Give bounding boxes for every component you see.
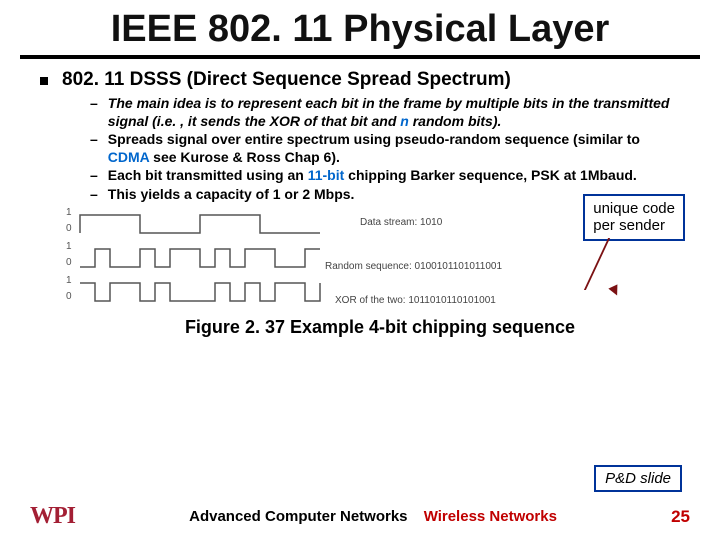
sub-text-2: Spreads signal over entire spectrum usin… <box>108 131 680 166</box>
wave-random-svg <box>70 243 350 273</box>
footer-course: Advanced Computer Networks <box>189 508 407 525</box>
wave-row-random: 1 0 Random sequence: 0100101101011001 <box>70 243 510 275</box>
diag-label-3: XOR of the two: 1011010110101001 <box>335 295 496 306</box>
sub2-a: Spreads signal over entire spectrum usin… <box>108 131 640 147</box>
diag-label-2: Random sequence: 0100101101011001 <box>325 261 502 272</box>
sub3-b: chipping Barker sequence, PSK at 1Mbaud. <box>344 167 637 183</box>
wave-xor-svg <box>70 277 350 307</box>
figure-caption: Figure 2. 37 Example 4-bit chipping sequ… <box>0 317 720 338</box>
dash-icon: – <box>90 167 98 185</box>
sub-bullet-2: – Spreads signal over entire spectrum us… <box>90 131 680 166</box>
slide-title: IEEE 802. 11 Physical Layer <box>0 0 720 55</box>
callout-line-1: unique code <box>593 200 675 217</box>
callout-line-2: per sender <box>593 217 675 234</box>
main-bullet-text: 802. 11 DSSS (Direct Sequence Spread Spe… <box>62 69 511 91</box>
wave-row-xor: 1 0 XOR of the two: 1011010110101001 <box>70 277 510 309</box>
sub-text-1: The main idea is to represent each bit i… <box>108 95 680 130</box>
callout-box: unique code per sender <box>583 194 685 241</box>
diag-label-1: Data stream: 1010 <box>360 217 442 228</box>
y-label-0: 0 <box>66 223 72 234</box>
y-label-1: 1 <box>66 207 72 218</box>
title-underline <box>20 55 700 59</box>
waveform-diagram: 1 0 Data stream: 1010 1 0 Random sequenc… <box>70 209 510 309</box>
y-label-1c: 1 <box>66 275 72 286</box>
sub3-11bit: 11-bit <box>308 167 345 183</box>
footer-center: Advanced Computer Networks Wireless Netw… <box>75 508 671 525</box>
sub3-a: Each bit transmitted using an <box>108 167 308 183</box>
sub2-b: see Kurose & Ross Chap 6). <box>149 149 340 165</box>
footer: WPI Advanced Computer Networks Wireless … <box>0 503 720 530</box>
dash-icon: – <box>90 131 98 166</box>
page-number: 25 <box>671 507 690 527</box>
sub-bullet-3: – Each bit transmitted using an 11-bit c… <box>90 167 680 185</box>
dash-icon: – <box>90 186 98 204</box>
sub1-n: n <box>400 113 409 129</box>
y-label-0b: 0 <box>66 257 72 268</box>
wave-data-svg <box>70 209 350 239</box>
callout-arrow-line <box>584 238 640 290</box>
footer-topic: Wireless Networks <box>424 508 557 525</box>
sub-bullet-list: – The main idea is to represent each bit… <box>40 95 690 203</box>
content-area: 802. 11 DSSS (Direct Sequence Spread Spe… <box>0 69 720 203</box>
main-bullet: 802. 11 DSSS (Direct Sequence Spread Spe… <box>40 69 690 91</box>
dash-icon: – <box>90 95 98 130</box>
wpi-logo: WPI <box>30 503 75 530</box>
bullet-icon <box>40 77 48 85</box>
y-label-0c: 0 <box>66 291 72 302</box>
pd-slide-box: P&D slide <box>594 465 682 492</box>
sub2-cdma: CDMA <box>108 149 149 165</box>
callout-arrow-tip <box>608 284 621 297</box>
sub1-a: The main idea is to represent each bit i… <box>108 95 670 129</box>
y-label-1b: 1 <box>66 241 72 252</box>
sub-bullet-1: – The main idea is to represent each bit… <box>90 95 680 130</box>
sub1-b: random bits). <box>409 113 502 129</box>
wave-row-data: 1 0 Data stream: 1010 <box>70 209 510 241</box>
sub-text-3: Each bit transmitted using an 11-bit chi… <box>108 167 680 185</box>
